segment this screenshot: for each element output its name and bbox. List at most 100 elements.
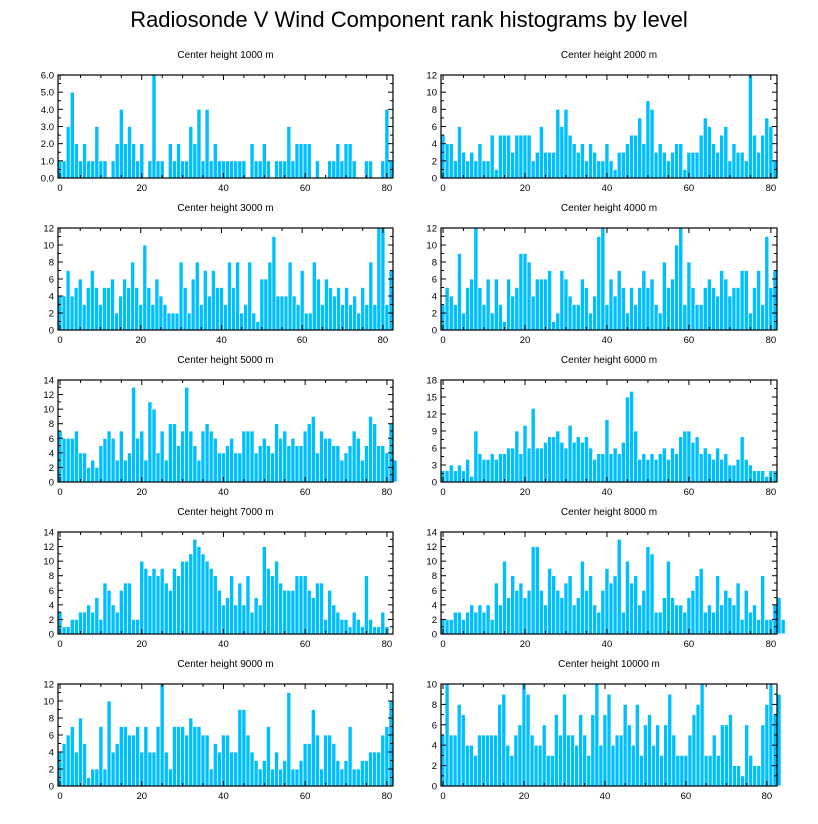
histogram-bar — [760, 304, 766, 331]
histogram-bar — [372, 304, 378, 331]
x-tick-label: 20 — [136, 183, 147, 194]
histogram-bar — [227, 261, 232, 331]
histogram-bar — [735, 458, 741, 483]
histogram-bar — [510, 575, 516, 635]
histogram-bar — [633, 304, 639, 331]
histogram-bar — [489, 619, 495, 635]
histogram-bar — [752, 134, 757, 179]
histogram-bar — [159, 568, 165, 635]
histogram-bar — [579, 278, 585, 331]
histogram-bar — [257, 604, 263, 635]
y-tick-label: 10 — [43, 697, 54, 708]
histogram-bar — [764, 475, 770, 483]
histogram-bar — [452, 734, 458, 787]
histogram-bar — [485, 604, 491, 635]
histogram-bar — [274, 160, 279, 179]
x-tick-label: 60 — [300, 639, 311, 650]
histogram-bar — [180, 726, 185, 787]
x-tick-label: 0 — [57, 791, 62, 802]
histogram-bar — [706, 126, 712, 179]
histogram-bar — [473, 430, 479, 483]
histogram-bar — [578, 714, 584, 787]
histogram-bar — [530, 160, 536, 179]
histogram-bar — [538, 126, 544, 179]
histogram-bar — [202, 270, 208, 331]
histogram-bar — [110, 604, 116, 635]
histogram-bar — [543, 441, 548, 483]
histogram-bar — [155, 575, 161, 635]
histogram-bar — [514, 134, 520, 179]
histogram-bar — [633, 134, 639, 179]
histogram-bar — [123, 459, 128, 483]
y-tick-label: 10 — [426, 241, 437, 252]
histogram-bar — [641, 143, 647, 179]
histogram-bar — [192, 538, 198, 635]
histogram-bar — [237, 709, 243, 787]
y-tick-label: 8 — [49, 258, 54, 269]
panel-5: Center height 5000 m 0 20 40 60 80 0 2 4 6 8 10 12 14 — [43, 355, 398, 498]
x-tick-label: 40 — [602, 639, 613, 650]
histogram-bar — [667, 693, 673, 787]
histogram-bar — [131, 734, 136, 787]
histogram-bar — [457, 126, 462, 179]
histogram-bar — [290, 160, 296, 179]
histogram-bar — [302, 743, 308, 787]
histogram-bar — [282, 430, 288, 483]
y-tick-label: 4 — [432, 741, 437, 752]
histogram-bar — [351, 768, 357, 787]
histogram-bar — [291, 295, 297, 331]
histogram-bar — [448, 619, 454, 635]
histogram-bar — [331, 445, 337, 483]
histogram-bar — [590, 714, 596, 787]
histogram-bar — [368, 416, 373, 483]
x-tick-label: 0 — [440, 335, 445, 346]
histogram-bar — [616, 151, 622, 179]
histogram-bar — [241, 430, 247, 483]
histogram-bar — [298, 760, 304, 787]
x-tick-label: 40 — [602, 183, 613, 194]
histogram-bar — [666, 287, 671, 331]
histogram-bar — [694, 151, 700, 179]
histogram-bar — [682, 304, 688, 331]
histogram-bar — [176, 726, 181, 787]
histogram-bar — [178, 261, 184, 331]
histogram-bar — [98, 304, 103, 331]
histogram-bar — [543, 151, 548, 179]
histogram-bar — [106, 430, 112, 483]
panel-9: Center height 9000 m 0 20 40 60 80 0 2 4 6 8 10 12 — [43, 659, 394, 802]
histogram-bar — [514, 287, 520, 331]
histogram-bar — [612, 575, 618, 635]
histogram-bar — [592, 604, 598, 635]
histogram-bar — [602, 714, 608, 787]
histogram-bar — [634, 704, 640, 787]
histogram-bar — [253, 160, 259, 179]
x-tick-label: 40 — [602, 487, 613, 498]
histogram-bar — [154, 278, 160, 331]
histogram-bar — [229, 160, 235, 179]
histogram-bar — [452, 304, 458, 331]
histogram-bar — [200, 430, 206, 483]
histogram-bar — [547, 270, 552, 331]
histogram-bar — [743, 160, 749, 179]
histogram-bar — [522, 134, 528, 179]
histogram-bar — [339, 160, 345, 179]
histogram-bar — [267, 261, 273, 331]
histogram-bar — [216, 589, 222, 635]
histogram-bar — [315, 734, 320, 787]
histogram-bar — [135, 437, 141, 483]
histogram-bar — [558, 734, 563, 787]
histogram-bar — [163, 582, 169, 635]
panel-title: Center height 4000 m — [561, 203, 657, 214]
histogram-bar — [208, 768, 214, 787]
histogram-bar — [571, 604, 577, 635]
histogram-bar — [711, 458, 716, 483]
histogram-bar — [323, 437, 328, 483]
histogram-bar — [106, 700, 112, 787]
histogram-bar — [163, 459, 169, 483]
histogram-bar — [514, 589, 520, 635]
y-tick-label: 12 — [426, 410, 437, 421]
x-tick-label: 20 — [519, 791, 530, 802]
histogram-bar — [764, 619, 770, 635]
histogram-bar — [327, 160, 333, 179]
histogram-bar — [331, 604, 337, 635]
